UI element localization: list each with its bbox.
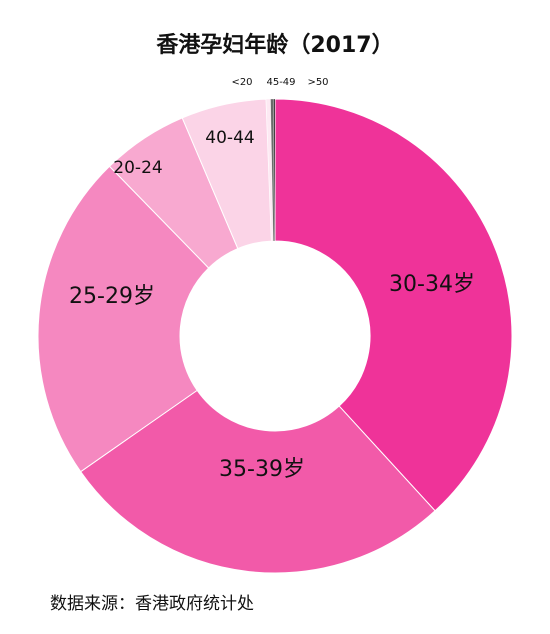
slice-label: 35-39岁 bbox=[219, 457, 305, 482]
slice-label: 30-34岁 bbox=[389, 272, 475, 297]
slice-label: 25-29岁 bbox=[69, 284, 155, 309]
chart-title: 香港孕妇年龄（2017） bbox=[156, 32, 393, 58]
donut-slice bbox=[79, 389, 436, 574]
donut-slice bbox=[274, 98, 513, 512]
slice-label: <20 bbox=[231, 77, 252, 88]
slice-label: 20-24 bbox=[113, 158, 162, 178]
slice-label: >50 bbox=[307, 77, 328, 88]
slice-label: 45-49 bbox=[266, 77, 295, 88]
slice-label: 40-44 bbox=[205, 128, 254, 148]
donut-slice bbox=[273, 98, 276, 242]
source-note: 数据来源：香港政府统计处 bbox=[50, 594, 254, 614]
donut-slice bbox=[37, 165, 210, 473]
